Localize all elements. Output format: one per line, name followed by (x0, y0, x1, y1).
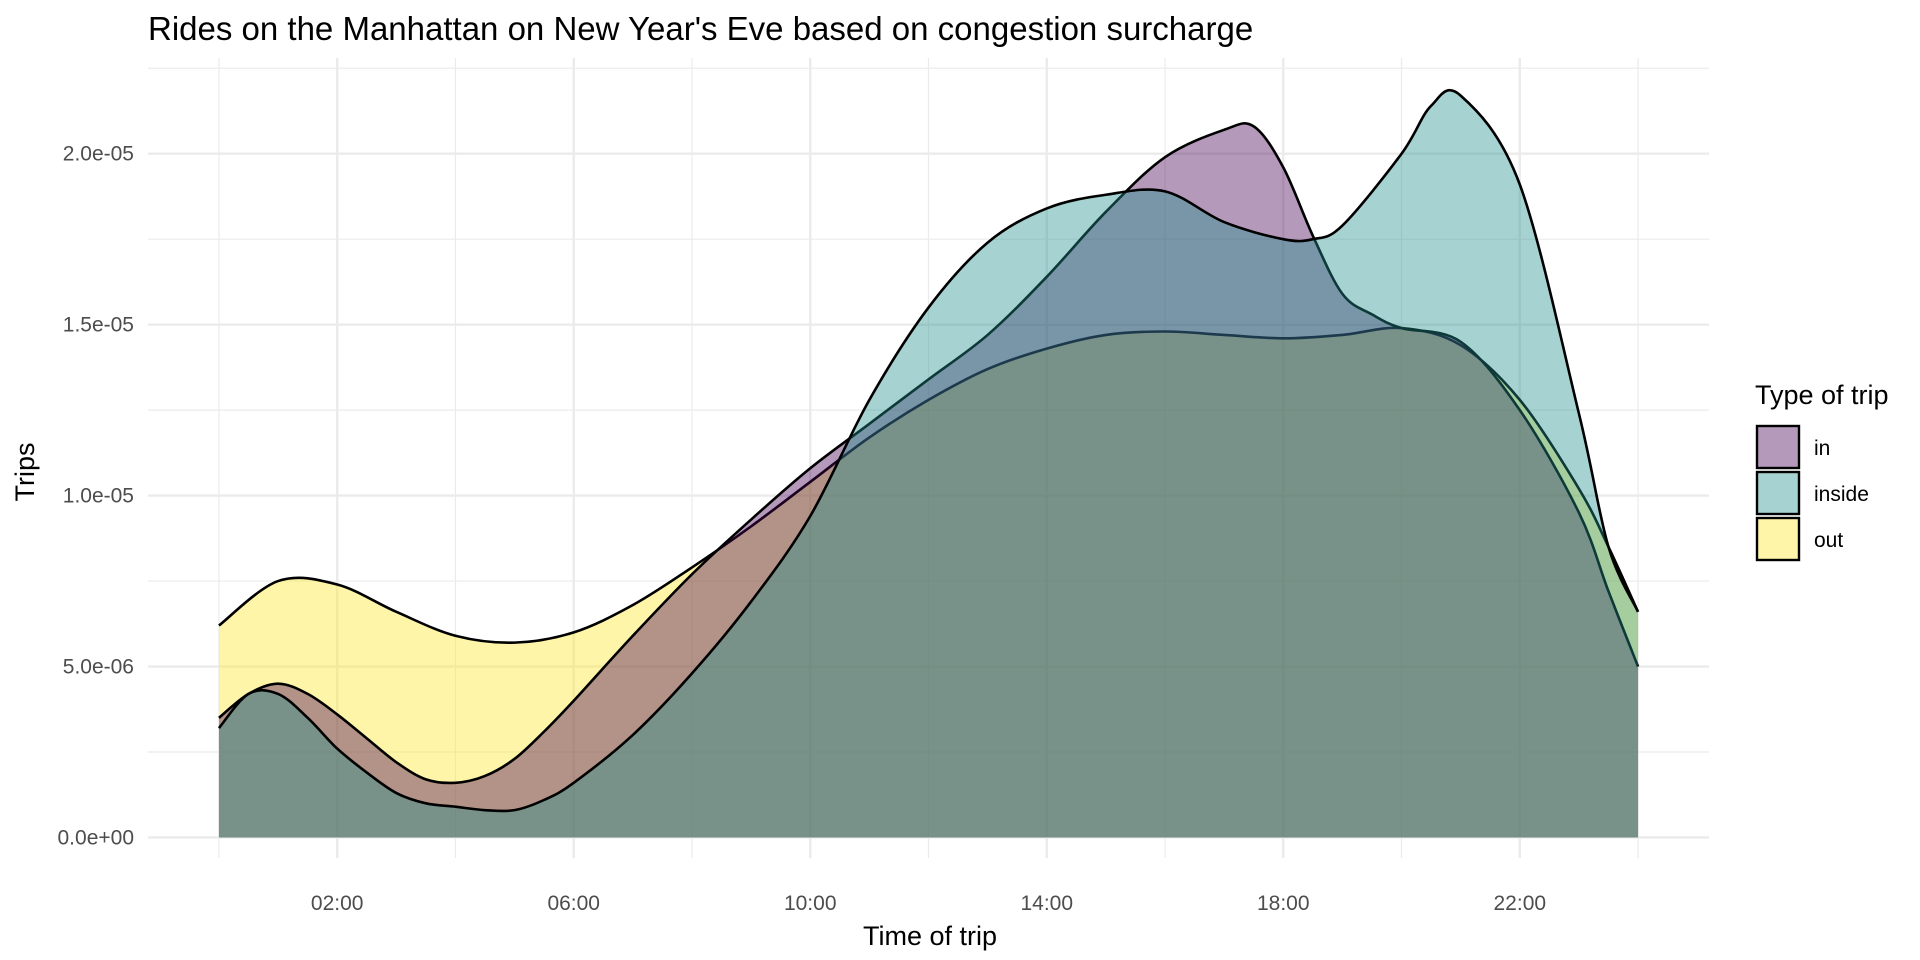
area-in (218, 123, 1639, 838)
y-tick-label: 1.5e-05 (63, 314, 134, 337)
legend-swatch-inside (1755, 470, 1801, 516)
density-line-in (218, 122, 1640, 785)
y-tick-label: 2.0e-05 (63, 143, 134, 166)
density-line-out (218, 326, 1640, 645)
x-tick-label: 02:00 (311, 892, 364, 915)
x-tick-label: 06:00 (547, 892, 600, 915)
y-tick-label: 0.0e+00 (58, 826, 135, 849)
grid (148, 58, 1709, 858)
legend-swatch-in (1755, 424, 1801, 470)
legend-label-out: out (1814, 529, 1843, 552)
legend-title: Type of trip (1755, 380, 1889, 410)
density-areas (217, 89, 1640, 838)
legend-items: in inside out (1755, 424, 1869, 562)
legend: Type of trip in inside out (1755, 380, 1889, 562)
legend-swatch-out (1755, 516, 1801, 562)
y-axis-ticks: 0.0e+00 5.0e-06 1.0e-05 1.5e-05 2.0e-05 (58, 143, 135, 850)
y-tick-label: 5.0e-06 (63, 656, 134, 679)
area-out (218, 327, 1639, 838)
x-axis-title: Time of trip (863, 921, 997, 951)
density-line-inside (217, 89, 1640, 813)
x-tick-label: 18:00 (1257, 892, 1310, 915)
x-tick-label: 14:00 (1020, 892, 1073, 915)
y-tick-label: 1.0e-05 (63, 485, 134, 508)
x-tick-label: 22:00 (1494, 892, 1547, 915)
x-tick-label: 10:00 (784, 892, 837, 915)
legend-label-inside: inside (1814, 483, 1869, 506)
chart-title: Rides on the Manhattan on New Year's Eve… (148, 10, 1253, 47)
legend-label-in: in (1814, 437, 1830, 460)
x-axis-ticks: 02:00 06:00 10:00 14:00 18:00 22:00 (311, 892, 1546, 915)
area-inside (218, 90, 1639, 838)
y-axis-title: Trips (10, 443, 40, 502)
